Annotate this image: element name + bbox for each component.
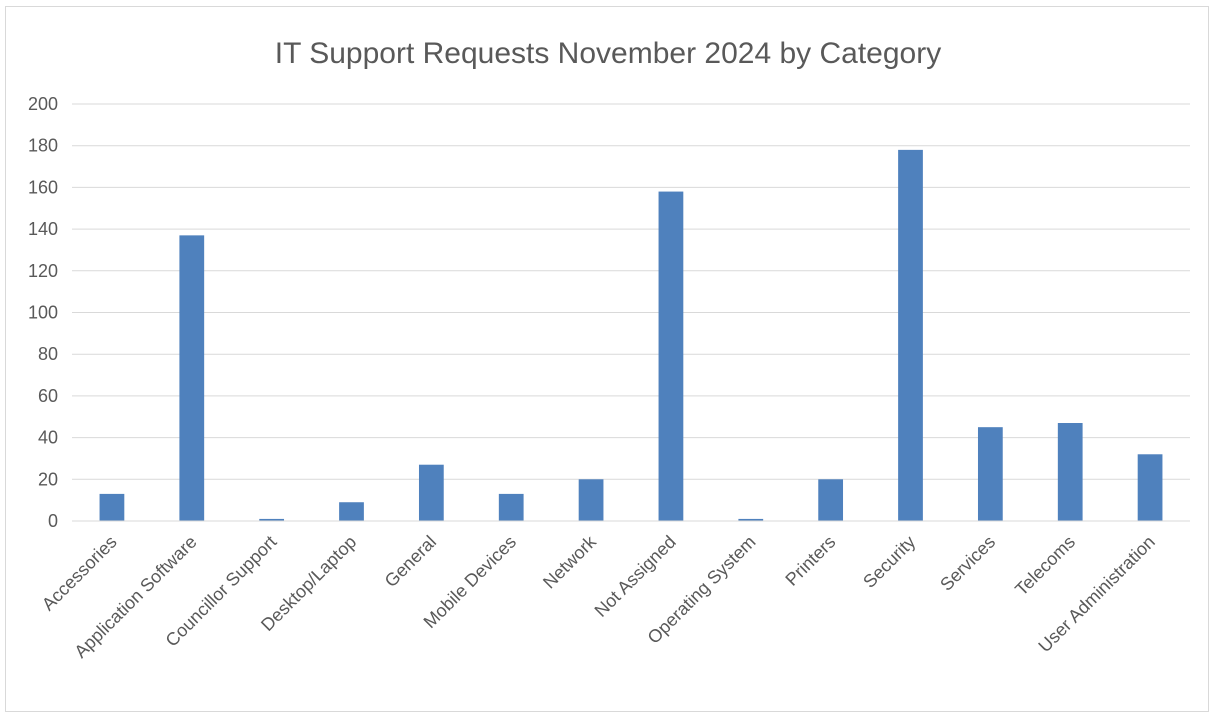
- bar-operating-system: [738, 518, 764, 521]
- y-tick-label: 160: [28, 177, 58, 197]
- y-axis-tick-labels: 0 20 40 60 80 100 120 140 160 180 200: [28, 94, 58, 531]
- x-category-label: Printers: [781, 532, 839, 590]
- y-tick-label: 140: [28, 219, 58, 239]
- bar-printers: [818, 479, 844, 521]
- x-category-label: Not Assigned: [591, 532, 680, 621]
- bar-network: [578, 479, 604, 521]
- y-tick-label: 0: [48, 511, 58, 531]
- y-tick-label: 20: [38, 469, 58, 489]
- bar-mobile-devices: [498, 493, 524, 521]
- x-category-label: Network: [539, 531, 601, 593]
- bar-chart: IT Support Requests November 2024 by Cat…: [28, 37, 1190, 662]
- bar-desktop-laptop: [339, 502, 364, 521]
- x-category-label: Telecoms: [1011, 532, 1079, 600]
- bar-telecoms: [1057, 423, 1083, 521]
- bar-application-software: [179, 235, 205, 522]
- y-tick-label: 200: [28, 94, 58, 114]
- x-category-label: General: [381, 532, 440, 591]
- x-category-label: Services: [936, 532, 999, 595]
- bar-not-assigned: [658, 191, 684, 521]
- bar-user-administration: [1137, 454, 1163, 521]
- bars: [99, 149, 1163, 522]
- bar-security: [898, 149, 923, 521]
- bar-councillor-support: [259, 518, 285, 521]
- gridlines: [72, 103, 1190, 480]
- bar-general: [418, 464, 444, 521]
- x-category-label: Security: [859, 532, 919, 592]
- y-tick-label: 80: [38, 344, 58, 364]
- x-category-label: Accessories: [38, 532, 121, 615]
- chart-title: IT Support Requests November 2024 by Cat…: [275, 37, 941, 70]
- y-tick-label: 40: [38, 428, 58, 448]
- bar-services: [977, 427, 1003, 521]
- y-tick-label: 60: [38, 386, 58, 406]
- y-tick-label: 100: [28, 303, 58, 323]
- y-tick-label: 120: [28, 261, 58, 281]
- chart-area: IT Support Requests November 2024 by Cat…: [5, 6, 1209, 712]
- bar-accessories: [99, 493, 125, 521]
- y-tick-label: 180: [28, 136, 58, 156]
